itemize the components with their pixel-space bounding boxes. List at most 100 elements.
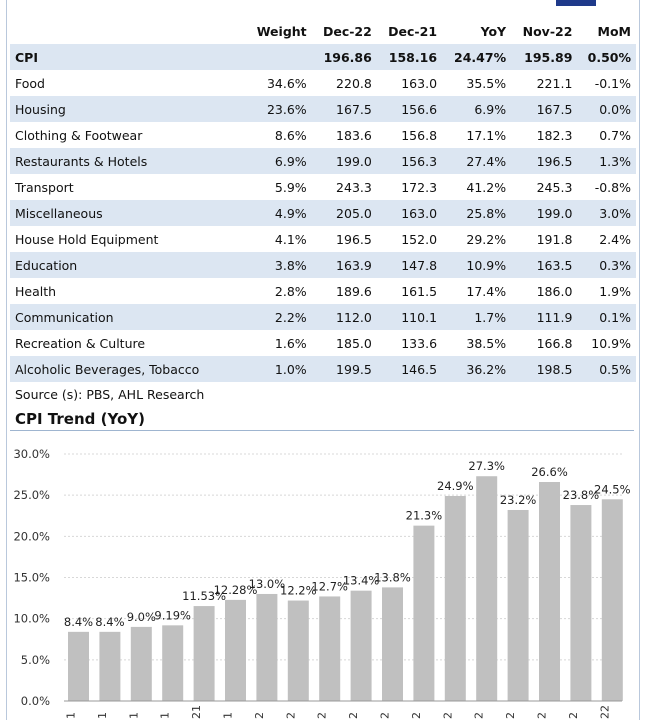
table-cell: 156.3 (376, 148, 443, 174)
data-label: 11.53% (182, 589, 226, 603)
table-cell: 166.8 (536, 335, 573, 351)
table-cell: 0.7% (599, 127, 631, 143)
table-cell: Restaurants & Hotels (10, 148, 246, 174)
table-row: Recreation & Culture 1.6% 185.0 133.6 38.5% 1… (10, 330, 636, 356)
bar (382, 587, 403, 701)
table-row: Restaurants & Hotels 6.9% 199.0 156.3 27.4% 1… (10, 148, 636, 174)
header-cell: Dec-21 (388, 23, 438, 39)
x-tick-label: 2 (379, 712, 392, 719)
cpi-table: Weight Dec-22 Dec-21 YoY Nov-22 MoM CPI … (10, 18, 636, 382)
table-cell: 0.0% (577, 96, 636, 122)
table-row: Health 2.8% 189.6 161.5 17.4% 186.0 1.9% (10, 278, 636, 304)
y-tick-label: 5.0% (21, 653, 50, 667)
x-tick-label: 22 (598, 705, 611, 719)
table-cell: 4.1% (274, 231, 307, 247)
bar (413, 525, 435, 701)
table-cell: Alcoholic Beverages, Tobacco (10, 356, 246, 382)
x-tick-label: 1 (65, 712, 78, 719)
bar (256, 593, 278, 701)
chart-title: CPI Trend (YoY) (15, 410, 145, 428)
table-cell: 133.6 (401, 335, 438, 351)
table-cell: -0.8% (594, 179, 631, 195)
bar (319, 596, 341, 701)
table-cell: 182.3 (536, 127, 573, 143)
table-cell: 167.5 (511, 96, 578, 122)
bar (570, 505, 592, 701)
table-cell: 8.6% (274, 127, 307, 143)
data-label: 8.4% (95, 615, 124, 629)
panel-frame (6, 0, 640, 720)
table-cell: 191.8 (536, 231, 573, 247)
table-cell: Transport (15, 179, 74, 195)
table-cell: 29.2% (466, 231, 507, 247)
table-cell: 17.1% (466, 127, 507, 143)
table-cell: 172.3 (401, 179, 438, 195)
table-cell: 27.4% (442, 148, 512, 174)
title-divider (10, 430, 634, 431)
table-cell: 189.6 (336, 283, 372, 299)
bar (476, 476, 498, 701)
table-cell: 195.89 (511, 44, 578, 70)
table-cell: 163.5 (511, 252, 578, 278)
table-row: Education 3.8% 163.9 147.8 10.9% 163.5 0.3% (10, 252, 636, 278)
data-label: 12.7% (311, 579, 348, 593)
table-cell: 1.3% (577, 148, 636, 174)
table-cell: 1.9% (599, 283, 631, 299)
x-tick-label: 1 (222, 712, 235, 719)
table-cell: 163.9 (311, 252, 377, 278)
table-cell: 196.5 (336, 231, 372, 247)
table-cell: 199.0 (311, 148, 377, 174)
table-cell: 35.5% (466, 75, 507, 91)
table-cell: 147.8 (376, 252, 443, 278)
table-cell: 1.0% (245, 356, 312, 382)
table-cell: 167.5 (311, 96, 377, 122)
table-row: Alcoholic Beverages, Tobacco 1.0% 199.5 146… (10, 356, 636, 382)
x-tick-label: 2 (347, 712, 360, 719)
data-label: 9.19% (154, 608, 191, 622)
data-label: 26.6% (531, 465, 568, 479)
cpi-summary-row: CPI 196.86 158.16 24.47% 195.89 0.50% (10, 44, 636, 70)
bar (99, 631, 121, 701)
table-cell: Recreation & Culture (15, 335, 146, 351)
table-cell: 2.2% (245, 304, 312, 330)
table-row: Clothing & Footwear 8.6% 183.6 156.8 17.1% 18… (10, 122, 636, 148)
table-cell: 34.6% (266, 75, 307, 91)
table-cell: 38.5% (466, 335, 507, 351)
table-cell: Housing (10, 96, 246, 122)
table-cell: Communication (10, 304, 246, 330)
table-row: Transport 5.9% 243.3 172.3 41.2% 245.3 -0.8% (10, 174, 636, 200)
table-cell: 0.5% (577, 356, 636, 382)
table-cell: 4.9% (245, 200, 312, 226)
bar (601, 499, 623, 701)
table-row: Communication 2.2% 112.0 110.1 1.7% 111.9 0.1% (10, 304, 636, 330)
data-label: 24.9% (437, 479, 474, 493)
x-tick-label: 1 (96, 712, 109, 719)
table-cell: CPI (10, 44, 246, 70)
table-cell: 110.1 (376, 304, 443, 330)
x-tick-label: 1 (127, 712, 140, 719)
table-cell: 198.5 (511, 356, 578, 382)
table-cell: 183.6 (336, 127, 372, 143)
table-cell: 1.7% (442, 304, 512, 330)
table-cell: 6.9% (245, 148, 312, 174)
table-cell: 0.1% (577, 304, 636, 330)
table-cell: 161.5 (401, 283, 438, 299)
table-cell: 158.16 (376, 44, 443, 70)
x-tick-label: 2 (253, 712, 266, 719)
table-cell: 156.6 (376, 96, 443, 122)
table-cell: 186.0 (536, 283, 573, 299)
header-cell: Dec-22 (322, 23, 372, 39)
table-cell: 156.8 (401, 127, 438, 143)
data-label: 13.4% (343, 574, 380, 588)
table-cell: 245.3 (536, 179, 573, 195)
table-cell: Food (15, 75, 45, 91)
x-tick-label: 2 (316, 712, 329, 719)
table-cell: 25.8% (442, 200, 512, 226)
x-tick-label: 2 (567, 712, 580, 719)
y-tick-label: 20.0% (13, 529, 50, 543)
table-cell: 199.5 (311, 356, 377, 382)
table-cell: 2.8% (274, 283, 307, 299)
brand-logo (556, 0, 630, 10)
bar (193, 606, 215, 701)
header-cell: Nov-22 (522, 23, 573, 39)
